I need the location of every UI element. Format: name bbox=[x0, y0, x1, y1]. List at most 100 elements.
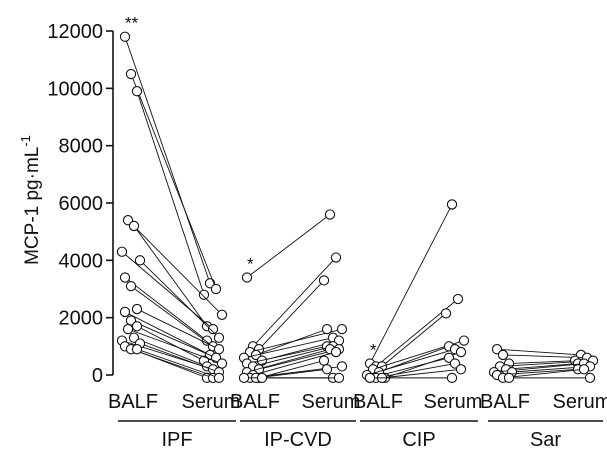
y-axis-label-superscript: -1 bbox=[18, 135, 33, 147]
balf-point bbox=[122, 323, 134, 335]
y-tick-label: 12000 bbox=[47, 21, 103, 43]
y-axis: 0 2000 4000 6000 8000 10000 12000 bbox=[47, 21, 114, 387]
pair-line bbox=[255, 368, 328, 379]
balf-point bbox=[503, 372, 515, 384]
pair-line bbox=[508, 360, 576, 364]
pair-line bbox=[127, 328, 223, 364]
y-tick-label: 6000 bbox=[59, 193, 104, 215]
pair-line bbox=[127, 219, 223, 316]
balf-point bbox=[131, 344, 143, 355]
y-tick-label: 10000 bbox=[47, 78, 103, 100]
balf-point bbox=[119, 272, 131, 283]
balf-point bbox=[125, 68, 137, 80]
pair-line bbox=[130, 73, 217, 290]
pair-line bbox=[243, 337, 334, 359]
significance-marker: ** bbox=[125, 14, 139, 33]
pair-line bbox=[124, 277, 208, 341]
x-group-label: IPF bbox=[161, 429, 192, 451]
pair-line bbox=[505, 363, 579, 370]
balf-point bbox=[125, 280, 137, 292]
balf-point bbox=[241, 272, 253, 283]
y-tick-label: 0 bbox=[92, 365, 103, 387]
balf-point bbox=[131, 86, 143, 97]
serum-point bbox=[213, 372, 225, 384]
serum-point bbox=[330, 346, 342, 358]
pair-line bbox=[136, 348, 220, 379]
x-category-label: Serum bbox=[424, 391, 483, 413]
balf-point bbox=[238, 372, 250, 384]
serum-point bbox=[455, 364, 467, 375]
x-group-label: IP-CVD bbox=[264, 429, 332, 451]
serum-point bbox=[578, 364, 590, 375]
serum-point bbox=[210, 283, 222, 295]
pair-line bbox=[133, 225, 208, 327]
x-category-label: BALF bbox=[108, 391, 158, 413]
serum-point bbox=[324, 209, 336, 220]
serum-point bbox=[584, 372, 596, 384]
x-category-label: Serum bbox=[182, 391, 241, 413]
pair-line bbox=[124, 36, 211, 284]
pair-line bbox=[381, 368, 462, 379]
group-cip: * bbox=[361, 199, 470, 384]
serum-point bbox=[321, 364, 333, 375]
serum-point bbox=[455, 346, 467, 358]
balf-point bbox=[131, 303, 143, 315]
pair-line bbox=[136, 325, 205, 362]
serum-point bbox=[318, 355, 330, 366]
serum-point bbox=[198, 289, 210, 300]
serum-point bbox=[216, 358, 228, 369]
group-ip-cvd: * bbox=[238, 209, 348, 384]
pair-line bbox=[496, 348, 582, 356]
x-group-label: Sar bbox=[530, 429, 561, 451]
pair-line bbox=[246, 345, 328, 364]
pair-line bbox=[252, 345, 334, 367]
group-ipf: ** bbox=[116, 14, 228, 384]
pair-line bbox=[130, 320, 217, 359]
balf-point bbox=[364, 372, 376, 384]
x-category-label: Serum bbox=[553, 391, 607, 413]
serum-point bbox=[336, 323, 348, 335]
serum-point bbox=[458, 335, 470, 346]
pair-line bbox=[258, 280, 325, 350]
pair-line bbox=[258, 348, 340, 370]
y-tick-label: 8000 bbox=[59, 136, 104, 158]
pair-line bbox=[255, 328, 328, 356]
pair-line bbox=[136, 308, 220, 350]
balf-point bbox=[497, 349, 509, 361]
y-axis-label-text: MCP-1 pg·mL bbox=[22, 147, 43, 265]
serum-point bbox=[213, 344, 225, 355]
serum-point bbox=[318, 275, 330, 286]
balf-point bbox=[119, 31, 131, 42]
significance-marker: * bbox=[370, 341, 377, 360]
pair-line bbox=[375, 363, 456, 379]
serum-point bbox=[207, 323, 219, 335]
x-category-label: BALF bbox=[480, 391, 530, 413]
serum-point bbox=[440, 308, 452, 319]
balf-point bbox=[256, 372, 268, 384]
pair-line bbox=[139, 260, 220, 339]
pair-line bbox=[130, 348, 214, 379]
paired-series: **** bbox=[116, 14, 599, 384]
y-tick-label: 2000 bbox=[59, 308, 104, 330]
significance-marker: * bbox=[247, 255, 254, 274]
serum-point bbox=[452, 293, 464, 305]
serum-point bbox=[213, 332, 225, 343]
balf-point bbox=[134, 255, 146, 266]
serum-point bbox=[446, 372, 458, 384]
serum-point bbox=[333, 372, 345, 384]
balf-point bbox=[128, 220, 140, 232]
y-tick-label: 4000 bbox=[59, 250, 104, 272]
pair-line bbox=[124, 311, 211, 356]
group-sar bbox=[488, 344, 599, 384]
pair-line bbox=[252, 257, 337, 347]
serum-point bbox=[336, 361, 348, 372]
x-group-label: CIP bbox=[402, 429, 435, 451]
pair-line bbox=[139, 343, 220, 373]
pair-line bbox=[366, 348, 456, 376]
y-axis-label: MCP-1 pg·mL-1 bbox=[18, 135, 43, 265]
serum-point bbox=[446, 199, 458, 210]
x-category-label: Serum bbox=[302, 391, 361, 413]
balf-point bbox=[131, 321, 143, 332]
